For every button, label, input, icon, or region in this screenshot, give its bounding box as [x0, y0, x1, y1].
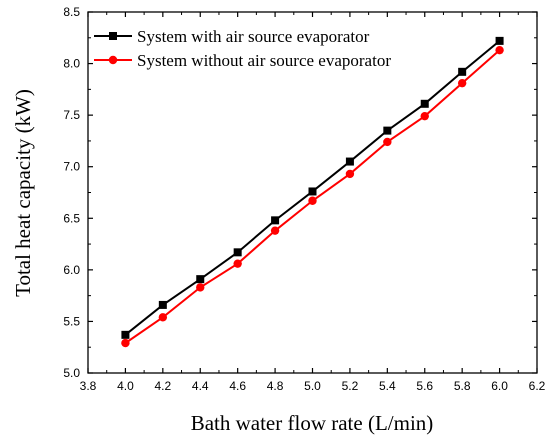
x-tick-label: 5.6	[416, 379, 433, 393]
data-point-square	[495, 36, 504, 45]
x-axis-label: Bath water flow rate (L/min)	[191, 411, 434, 435]
x-tick-label: 6.2	[529, 379, 546, 393]
data-point-square	[271, 216, 280, 225]
data-point-circle	[270, 226, 280, 235]
data-point-square	[383, 126, 392, 135]
y-tick-label: 5.5	[63, 314, 80, 328]
data-point-square	[458, 67, 467, 76]
x-tick-label: 4.6	[229, 379, 246, 393]
data-point-circle	[121, 338, 130, 348]
data-point-circle	[196, 283, 205, 292]
legend: System with air source evaporator System …	[94, 27, 391, 70]
y-tick-label: 8.5	[63, 5, 80, 19]
data-point-circle	[345, 169, 355, 179]
legend-marker-square	[109, 32, 117, 40]
y-tick-label: 6.5	[63, 211, 80, 225]
data-point-square	[196, 275, 205, 284]
x-tick-label: 6.0	[491, 379, 508, 393]
legend-label-0: System with air source evaporator	[137, 27, 370, 46]
x-tick-label: 3.8	[80, 379, 97, 393]
x-tick-label: 5.8	[454, 379, 471, 393]
legend-marker-circle	[108, 55, 118, 65]
data-point-square	[345, 157, 354, 166]
data-point-circle	[420, 111, 429, 121]
y-axis-label: Total heat capacity (kW)	[11, 89, 35, 297]
data-point-square	[233, 248, 242, 257]
y-tick-label: 5.0	[63, 366, 80, 380]
series-layer	[121, 36, 504, 348]
y-tick-label: 8.0	[63, 57, 80, 71]
data-point-square	[420, 99, 429, 108]
y-tick-label: 7.5	[63, 108, 80, 122]
x-tick-label: 5.0	[304, 379, 321, 393]
y-tick-label: 7.0	[63, 160, 80, 174]
x-tick-label: 4.0	[117, 379, 134, 393]
data-point-circle	[495, 45, 504, 55]
data-point-circle	[158, 313, 168, 322]
legend-label-1: System without air source evaporator	[137, 51, 391, 70]
data-point-circle	[457, 78, 467, 88]
y-tick-label: 6.0	[63, 263, 80, 277]
data-point-circle	[308, 196, 317, 205]
axis-ticks: 3.8 4.0 4.2 4.4 4.6 4.8 5.0 5.2 5.4 5.6 5.8 6.0 6.2 5…	[63, 5, 545, 393]
data-point-square	[158, 300, 167, 309]
x-tick-label: 4.2	[154, 379, 171, 393]
x-tick-label: 5.2	[342, 379, 359, 393]
data-point-square	[308, 187, 317, 196]
data-point-square	[121, 330, 130, 339]
x-tick-label: 4.8	[267, 379, 284, 393]
data-point-circle	[383, 137, 392, 147]
x-tick-label: 5.4	[379, 379, 396, 393]
data-point-circle	[233, 259, 242, 268]
x-tick-label: 4.4	[192, 379, 209, 393]
